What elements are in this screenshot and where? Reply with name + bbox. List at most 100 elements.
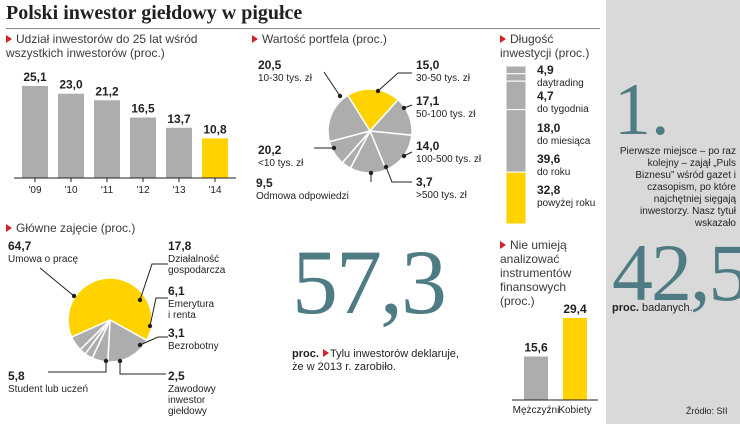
occupation-leader-dot xyxy=(117,358,123,364)
occupation-slice xyxy=(107,318,148,363)
sidebar-rank: 1. xyxy=(614,69,670,151)
sidebar-unit: proc. xyxy=(612,302,639,314)
occupation-slice-label: Bezrobotny xyxy=(168,341,219,352)
duration-segment-label: daytrading xyxy=(537,78,584,89)
share-bar-value: 21,2 xyxy=(95,84,119,98)
share-tick-label: '12 xyxy=(136,185,149,196)
occupation-slice-value: 5,8 xyxy=(8,369,25,383)
duration-segment-label: powyżej roku xyxy=(537,198,595,209)
share-tick-label: '14 xyxy=(208,185,221,196)
occupation-leader-line xyxy=(39,267,75,297)
share-bar xyxy=(58,93,84,178)
sidebar-unit-line: proc. badanych. xyxy=(612,302,693,314)
share-bar xyxy=(22,86,48,178)
occupation-slice-value: 3,1 xyxy=(168,326,185,340)
analysis-category-label: Kobiety xyxy=(558,405,591,416)
share-tick-label: '10 xyxy=(64,185,77,196)
title-divider xyxy=(6,28,600,29)
share-tick-label: '11 xyxy=(101,185,114,196)
occupation-header-text: Główne zajęcie (proc.) xyxy=(16,221,136,235)
portfolio-slice-label: Odmowa odpowiedzi xyxy=(256,191,349,202)
portfolio-leader-line xyxy=(385,166,412,183)
profit-caption: proc. Tylu inwestorów deklaruje, że w 20… xyxy=(292,348,462,374)
occupation-leader-line xyxy=(48,361,107,373)
occupation-slice-label: Umowa o pracę xyxy=(8,254,78,265)
duration-header-text: Długość inwestycji (proc.) xyxy=(500,32,590,60)
duration-segment-label: do miesiąca xyxy=(537,136,591,147)
duration-segment xyxy=(505,171,527,225)
portfolio-slice-value: 20,2 xyxy=(258,143,282,157)
portfolio-leader-dot xyxy=(375,88,381,94)
duration-segment-value: 18,0 xyxy=(537,121,561,135)
duration-segment-value: 39,6 xyxy=(537,152,561,166)
page-title: Polski inwestor giełdowy w pigułce xyxy=(6,2,303,24)
share-bar xyxy=(130,117,156,178)
occupation-slice-label: i renta xyxy=(168,310,196,321)
share-bar-value: 13,7 xyxy=(167,112,191,126)
sidebar-text: Pierwsze miejsce – po raz kolejny – zają… xyxy=(619,146,736,229)
analysis-header-text: Nie umieją analizować instrumentów finan… xyxy=(500,238,572,308)
analysis-bar-value: 29,4 xyxy=(563,302,587,316)
portfolio-slice-label: >500 tys. zł xyxy=(416,190,468,201)
occupation-leader-dot xyxy=(147,323,153,329)
duration-segment-value: 4,7 xyxy=(537,89,554,103)
share-header-text: Udział inwestorów do 25 lat wśród wszyst… xyxy=(6,32,198,60)
occupation-slice-label: inwestor xyxy=(168,395,206,406)
portfolio-slice-value: 9,5 xyxy=(256,176,273,190)
portfolio-slice-value: 15,0 xyxy=(416,58,440,72)
analysis-bar xyxy=(524,356,548,400)
portfolio-header-text: Wartość portfela (proc.) xyxy=(262,32,387,46)
duration-segment-value: 4,9 xyxy=(537,63,554,77)
portfolio-slice xyxy=(327,94,372,143)
occupation-slice-label: gospodarcza xyxy=(168,265,226,276)
portfolio-slice-label: 30-50 tys. zł xyxy=(416,73,471,84)
portfolio-slice-value: 14,0 xyxy=(416,139,440,153)
occupation-slice-label: Emerytura xyxy=(168,299,215,310)
share-bar-value: 25,1 xyxy=(23,70,47,84)
duration-segment-label: do tygodnia xyxy=(537,104,589,115)
duration-segment xyxy=(505,109,527,173)
analysis-header: Nie umieją analizować instrumentów finan… xyxy=(500,238,600,308)
sidebar-unit-text: badanych. xyxy=(641,302,693,314)
occupation-leader-dot xyxy=(137,297,143,303)
portfolio-slice-label: 100-500 tys. zł xyxy=(416,154,482,165)
portfolio-slice-label: 50-100 tys. zł xyxy=(416,109,476,120)
portfolio-leader-dot xyxy=(401,153,407,159)
share-bar xyxy=(94,100,120,178)
triangle-marker-icon xyxy=(6,35,12,43)
occupation-leader-dot xyxy=(103,358,109,364)
share-bar-value: 16,5 xyxy=(131,102,155,116)
share-bar xyxy=(202,138,228,178)
portfolio-leader-line xyxy=(377,72,412,92)
occupation-slice-value: 64,7 xyxy=(8,239,32,253)
triangle-marker-icon xyxy=(252,35,258,43)
occupation-slice-value: 17,8 xyxy=(168,239,192,253)
duration-segment xyxy=(505,73,527,82)
occupation-leader-dot xyxy=(137,342,143,348)
portfolio-slice xyxy=(346,88,400,133)
analysis-category-label: Mężczyźni xyxy=(513,405,560,416)
portfolio-slice-label: 10-30 tys. zł xyxy=(258,73,313,84)
profit-text: Tylu inwestorów deklaruje, że w 2013 r. … xyxy=(292,348,459,373)
duration-segment xyxy=(505,80,527,111)
analysis-bar xyxy=(563,318,587,400)
occupation-leader-line xyxy=(139,263,168,301)
share-tick-label: '13 xyxy=(172,185,185,196)
share-header: Udział inwestorów do 25 lat wśród wszyst… xyxy=(6,32,246,60)
occupation-slice xyxy=(67,277,153,342)
duration-header: Długość inwestycji (proc.) xyxy=(500,32,596,60)
occupation-leader-line xyxy=(119,361,166,375)
sidebar-big-number: 42,5 xyxy=(612,227,740,318)
portfolio-leader-dot xyxy=(368,170,374,176)
portfolio-header: Wartość portfela (proc.) xyxy=(252,32,412,46)
portfolio-leader-dot xyxy=(331,145,337,151)
duration-segment-label: do roku xyxy=(537,167,570,178)
triangle-marker-icon xyxy=(322,349,329,357)
occupation-slice-label: Działalność xyxy=(168,254,219,265)
occupation-slice xyxy=(70,319,111,351)
duration-segment-value: 32,8 xyxy=(537,183,561,197)
sidebar-panel xyxy=(606,0,740,424)
occupation-slice-label: Student lub uczeń xyxy=(8,384,88,395)
profit-big-number: 57,3 xyxy=(292,231,447,333)
